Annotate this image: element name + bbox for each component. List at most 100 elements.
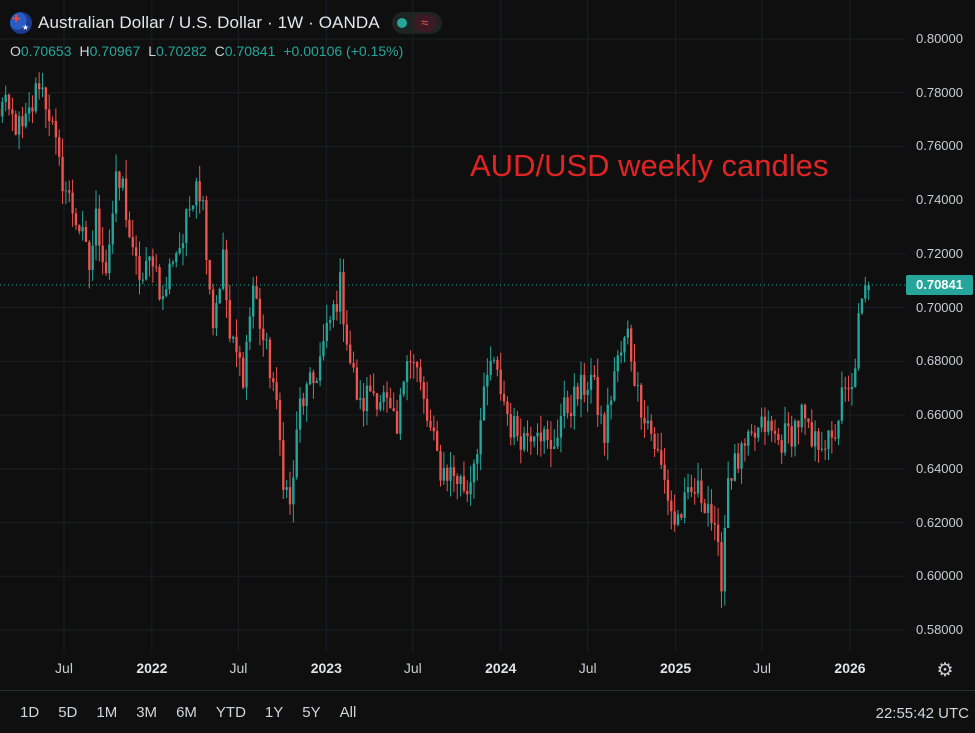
candle xyxy=(526,420,528,451)
range-ytd-button[interactable]: YTD xyxy=(216,704,246,721)
candle xyxy=(8,93,10,115)
candle xyxy=(493,357,495,364)
candle-body xyxy=(229,300,231,338)
candle xyxy=(643,400,645,438)
candle-body xyxy=(38,83,40,89)
candle xyxy=(710,489,712,531)
candlestick-chart[interactable] xyxy=(0,0,975,690)
candle xyxy=(720,532,722,608)
candle xyxy=(486,358,488,405)
candle xyxy=(684,478,686,524)
candle xyxy=(530,427,532,455)
candle-body xyxy=(466,491,468,494)
range-6m-button[interactable]: 6M xyxy=(176,704,197,721)
candle-body xyxy=(673,511,675,524)
candle xyxy=(142,272,144,283)
candle xyxy=(362,383,364,426)
candle-body xyxy=(336,304,338,311)
candle-body xyxy=(516,416,518,436)
range-all-button[interactable]: All xyxy=(340,704,357,721)
candle xyxy=(834,424,836,441)
candle-body xyxy=(48,109,50,121)
candle-body xyxy=(530,436,532,441)
candle-body xyxy=(58,137,60,157)
y-tick-label: 0.64000 xyxy=(916,461,963,476)
candle-body xyxy=(650,421,652,434)
candle-body xyxy=(506,401,508,414)
candle xyxy=(306,382,308,422)
range-1d-button[interactable]: 1D xyxy=(20,704,39,721)
candle-body xyxy=(165,289,167,296)
candle xyxy=(182,234,184,265)
candle xyxy=(717,508,719,556)
wave-icon[interactable]: ≈ xyxy=(413,14,437,32)
candle xyxy=(369,375,371,392)
candle-body xyxy=(576,387,578,400)
candle-body xyxy=(65,190,67,191)
candle-body xyxy=(730,478,732,481)
y-tick-label: 0.60000 xyxy=(916,568,963,583)
candle xyxy=(734,444,736,481)
candle xyxy=(506,396,508,426)
candle xyxy=(255,276,257,300)
candle xyxy=(359,380,361,409)
chart-header: ✚★ Australian Dollar / U.S. Dollar · 1W … xyxy=(10,11,442,35)
candle-body xyxy=(339,272,341,311)
candle-body xyxy=(205,200,207,260)
candle xyxy=(747,429,749,455)
candle-body xyxy=(804,405,806,419)
market-status-pill[interactable]: ≈ xyxy=(392,12,442,34)
candle xyxy=(660,433,662,469)
range-5y-button[interactable]: 5Y xyxy=(302,704,320,721)
candle xyxy=(857,303,859,371)
candle-body xyxy=(807,418,809,422)
range-3m-button[interactable]: 3M xyxy=(136,704,157,721)
utc-clock[interactable]: 22:55:42 UTC xyxy=(876,705,969,722)
gear-icon[interactable]: ⚙ xyxy=(934,660,956,682)
candle xyxy=(188,196,190,217)
range-1y-button[interactable]: 1Y xyxy=(265,704,283,721)
candle-body xyxy=(45,87,47,109)
candle-body xyxy=(623,338,625,353)
candle-body xyxy=(781,440,783,453)
candle xyxy=(135,235,137,274)
candle xyxy=(235,319,237,367)
candle xyxy=(483,373,485,421)
candle xyxy=(38,72,40,99)
range-1m-button[interactable]: 1M xyxy=(96,704,117,721)
candle-body xyxy=(145,261,147,280)
candle xyxy=(45,87,47,128)
candle-body xyxy=(28,107,30,113)
range-5d-button[interactable]: 5D xyxy=(58,704,77,721)
candle xyxy=(794,419,796,456)
candle-body xyxy=(1,102,3,117)
candle xyxy=(112,201,114,254)
candle-body xyxy=(473,464,475,483)
symbol-title[interactable]: Australian Dollar / U.S. Dollar · 1W · O… xyxy=(38,13,380,33)
candle-body xyxy=(439,451,441,481)
candle xyxy=(68,180,70,202)
candle-body xyxy=(727,478,729,528)
candle-body xyxy=(162,296,164,299)
candle xyxy=(750,424,752,436)
candle-body xyxy=(867,285,869,290)
candle xyxy=(41,73,43,97)
candle-body xyxy=(423,382,425,399)
candle-body xyxy=(794,421,796,447)
candle xyxy=(376,393,378,416)
candle-body xyxy=(710,504,712,523)
candle xyxy=(322,324,324,360)
chart-annotation[interactable]: AUD/USD weekly candles xyxy=(470,148,828,184)
candle xyxy=(801,403,803,432)
candle xyxy=(158,264,160,301)
candle xyxy=(31,95,33,123)
candle-body xyxy=(486,375,488,386)
candle xyxy=(282,422,284,499)
candle-body xyxy=(627,329,629,338)
candle xyxy=(607,388,609,460)
candle-body xyxy=(837,421,839,439)
candle-body xyxy=(95,209,97,246)
candle-body xyxy=(202,200,204,201)
candle-body xyxy=(245,342,247,388)
candle xyxy=(5,86,7,112)
